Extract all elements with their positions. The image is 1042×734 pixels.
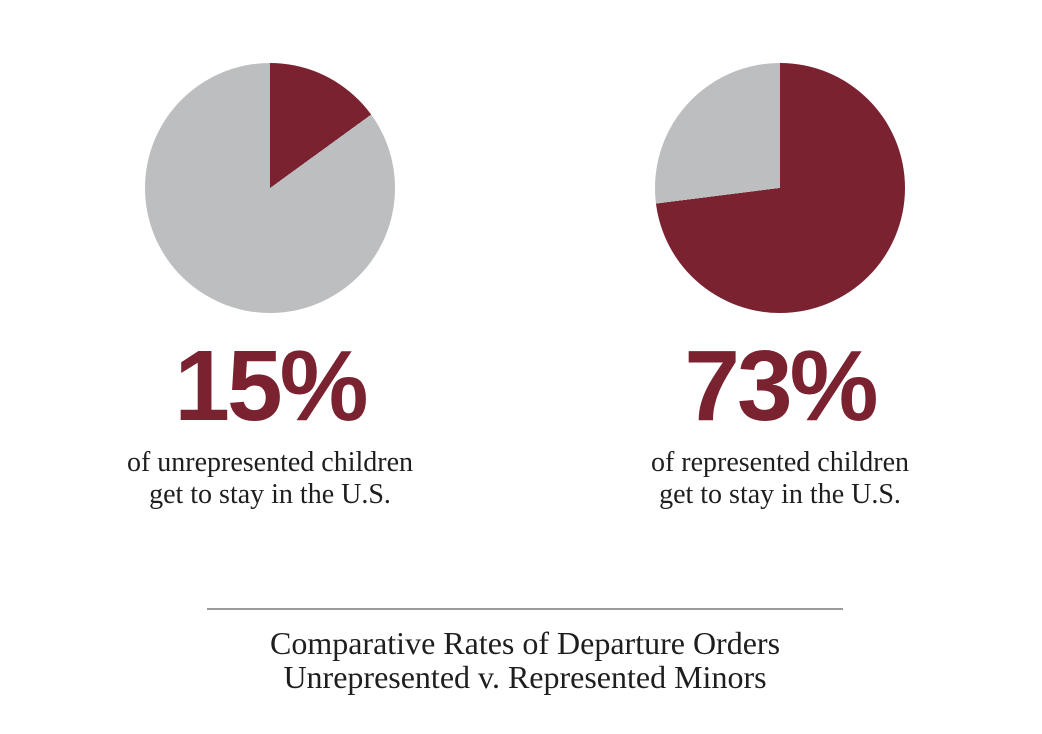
description-line1: of represented children [650, 447, 910, 478]
description-represented: of represented children get to stay in t… [560, 447, 1000, 511]
pie-chart-unrepresented [145, 63, 395, 313]
description-line2: get to stay in the U.S. [149, 479, 391, 510]
chart-caption: Comparative Rates of Departure Orders Un… [171, 626, 879, 694]
divider-line [207, 608, 843, 610]
caption-line1: Comparative Rates of Departure Orders [269, 625, 781, 661]
caption-line2: Unrepresented v. Represented Minors [283, 659, 767, 695]
pie-chart-represented [655, 63, 905, 313]
description-unrepresented: of unrepresented children get to stay in… [50, 447, 490, 511]
description-line2: get to stay in the U.S. [659, 479, 901, 510]
percentage-label-represented: 73% [684, 330, 878, 442]
percentage-label-unrepresented: 15% [174, 330, 368, 442]
description-line1: of unrepresented children [126, 447, 414, 478]
